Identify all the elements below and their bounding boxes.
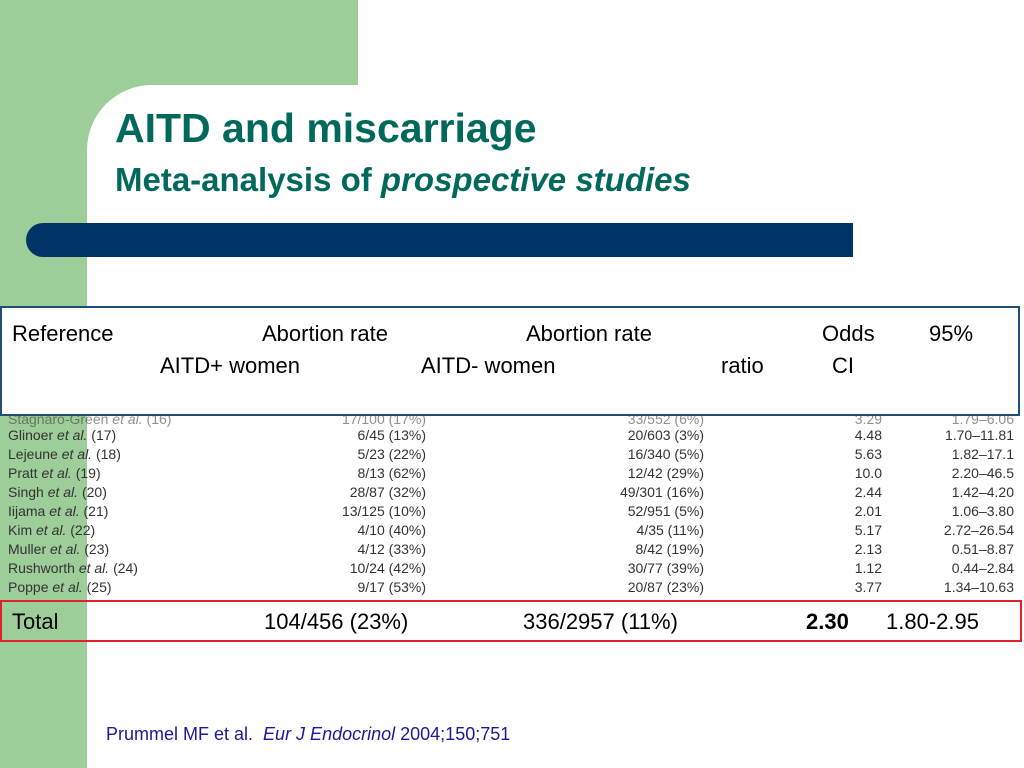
row-aitd-pos: 13/125 (10%): [341, 503, 426, 519]
row-aitd-pos: 6/45 (13%): [357, 427, 426, 443]
row-aitd-neg: 20/87 (23%): [627, 579, 704, 595]
row-aitd-pos: 5/23 (22%): [357, 446, 426, 462]
citation-details: 2004;150;751: [400, 724, 511, 744]
row-reference: Kim et al. (22): [8, 522, 96, 538]
row-aitd-pos: 8/13 (62%): [357, 465, 426, 481]
table-row: Muller et al. (23) 4/12 (33%) 8/42 (19%)…: [8, 540, 1018, 559]
table-row: Glinoer et al. (17) 6/45 (13%) 20/603 (3…: [8, 426, 1018, 445]
row-reference: Glinoer et al. (17): [8, 427, 117, 443]
row-odds-ratio: 2.13: [854, 541, 882, 557]
header-ci-pct: 95%: [929, 321, 974, 346]
row-aitd-neg: 4/35 (11%): [636, 522, 704, 538]
row-odds-ratio: 4.48: [854, 427, 882, 443]
citation: Prummel MF et al. Eur J Endocrinol 2004;…: [106, 724, 510, 745]
header-odds: Odds: [822, 321, 875, 346]
slide-subtitle: Meta-analysis of prospective studies: [115, 160, 691, 200]
row-reference: Rushworth et al. (24): [8, 560, 138, 576]
row-odds-ratio: 5.17: [854, 522, 882, 538]
header-abortion-rate-neg: Abortion rate: [526, 321, 652, 346]
table-row: Singh et al. (20) 28/87 (32%) 49/301 (16…: [8, 483, 1018, 502]
row-aitd-neg: 16/340 (5%): [627, 446, 704, 462]
table-row: Iijama et al. (21) 13/125 (10%) 52/951 (…: [8, 502, 1018, 521]
row-ci: 2.20–46.5: [951, 465, 1014, 481]
row-aitd-neg: 49/301 (16%): [619, 484, 704, 500]
row-reference: Singh et al. (20): [8, 484, 107, 500]
row-reference: Pratt et al. (19): [8, 465, 101, 481]
row-ci: 1.82–17.1: [951, 446, 1014, 462]
row-ci: 0.44–2.84: [951, 560, 1014, 576]
citation-authors: Prummel MF et al.: [106, 724, 254, 744]
total-aitd-neg: 336/2957 (11%): [523, 609, 678, 634]
row-odds-ratio: 10.0: [854, 465, 882, 481]
total-odds-ratio: 2.30: [806, 609, 849, 634]
table-row: Kim et al. (22) 4/10 (40%) 4/35 (11%) 5.…: [8, 521, 1018, 540]
row-odds-ratio: 3.77: [854, 579, 882, 595]
row-aitd-pos: 4/10 (40%): [357, 522, 426, 538]
subtitle-italic: prospective studies: [380, 161, 691, 198]
header-reference: Reference: [12, 321, 114, 346]
subtitle-prefix: Meta-analysis of: [115, 161, 372, 198]
total-ci: 1.80-2.95: [886, 609, 979, 634]
row-ci: 2.72–26.54: [943, 522, 1014, 538]
row-reference: Iijama et al. (21): [8, 503, 109, 519]
header-ci: CI: [832, 353, 854, 378]
row-aitd-pos: 4/12 (33%): [357, 541, 426, 557]
table-row: Lejeune et al. (18) 5/23 (22%) 16/340 (5…: [8, 445, 1018, 464]
row-ci: 1.06–3.80: [951, 503, 1014, 519]
studies-table: Stagnaro-Green et al. (16) 17/100 (17%) …: [8, 410, 1018, 598]
total-aitd-pos: 104/456 (23%): [264, 609, 409, 634]
header-ratio: ratio: [721, 353, 764, 378]
row-aitd-neg: 20/603 (3%): [627, 427, 704, 443]
row-odds-ratio: 2.01: [854, 503, 882, 519]
table-row: Poppe et al. (25) 9/17 (53%) 20/87 (23%)…: [8, 578, 1018, 597]
row-reference: Muller et al. (23): [8, 541, 110, 557]
row-reference: Poppe et al. (25): [8, 579, 112, 595]
slide-title: AITD and miscarriage: [115, 105, 537, 151]
row-odds-ratio: 2.44: [854, 484, 882, 500]
content-panel: [87, 85, 1024, 768]
header-aitd-pos: AITD+ women: [160, 353, 300, 378]
row-odds-ratio: 5.63: [854, 446, 882, 462]
total-row-box: Total 104/456 (23%) 336/2957 (11%) 2.30 …: [0, 600, 1022, 642]
row-ci: 1.42–4.20: [951, 484, 1014, 500]
row-aitd-neg: 52/951 (5%): [627, 503, 704, 519]
citation-journal: Eur J Endocrinol: [263, 724, 396, 744]
row-ci: 1.34–10.63: [943, 579, 1014, 595]
table-row: Rushworth et al. (24) 10/24 (42%) 30/77 …: [8, 559, 1018, 578]
row-aitd-pos: 10/24 (42%): [349, 560, 426, 576]
total-label: Total: [12, 609, 59, 634]
header-abortion-rate-pos: Abortion rate: [262, 321, 388, 346]
row-ci: 0.51–8.87: [951, 541, 1014, 557]
row-odds-ratio: 1.12: [854, 560, 882, 576]
row-ci: 1.70–11.81: [944, 427, 1014, 443]
header-aitd-neg: AITD- women: [421, 353, 556, 378]
row-reference: Lejeune et al. (18): [8, 446, 121, 462]
row-aitd-neg: 8/42 (19%): [635, 541, 704, 557]
row-aitd-pos: 9/17 (53%): [357, 579, 426, 595]
title-divider-bar: [26, 223, 853, 257]
row-aitd-neg: 12/42 (29%): [627, 465, 704, 481]
row-aitd-pos: 28/87 (32%): [349, 484, 426, 500]
row-aitd-neg: 30/77 (39%): [627, 560, 704, 576]
table-row: Pratt et al. (19) 8/13 (62%) 12/42 (29%)…: [8, 464, 1018, 483]
table-header-box: Reference Abortion rate Abortion rate Od…: [0, 306, 1020, 416]
